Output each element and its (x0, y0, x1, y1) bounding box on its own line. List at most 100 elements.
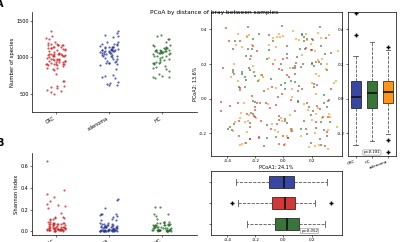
Point (229, 48, 236, 52)
Point (104, 39, 110, 43)
Point (50, 70, 56, 74)
Point (306, 95, 312, 99)
Point (331, 67, 338, 71)
Point (108, 47, 115, 51)
Point (103, 217, 109, 220)
Point (242, 144, 248, 148)
Point (56, 221, 63, 225)
Point (164, 50, 171, 53)
Point (55, 80, 62, 84)
Point (244, 119, 250, 123)
Point (60, 91, 66, 95)
Point (60, 226, 66, 229)
Point (269, 107, 276, 111)
Point (262, 95, 268, 99)
Point (60, 229, 67, 233)
Point (112, 225, 119, 229)
Point (108, 52, 114, 55)
Point (276, 140, 282, 144)
Point (162, 229, 168, 233)
Point (328, 30, 334, 34)
Point (160, 69, 166, 73)
Point (163, 229, 170, 233)
Point (154, 224, 161, 228)
Point (110, 45, 116, 49)
Point (54, 224, 61, 228)
Point (106, 227, 112, 231)
Point (314, 113, 320, 117)
Point (298, 97, 305, 101)
Point (47, 41, 53, 45)
Point (153, 65, 160, 69)
Point (56, 45, 62, 49)
Point (59, 50, 65, 54)
Point (115, 82, 121, 85)
Point (242, 148, 248, 151)
Point (149, 70, 156, 74)
Point (158, 229, 164, 233)
Point (46, 212, 53, 216)
Text: p=0.052: p=0.052 (301, 229, 318, 233)
Point (238, 29, 244, 33)
Point (56, 45, 63, 49)
Point (108, 197, 115, 201)
Point (46, 90, 52, 94)
Point (109, 42, 115, 45)
Point (58, 44, 64, 47)
Point (249, 53, 255, 57)
Point (233, 75, 239, 79)
Point (259, 34, 266, 38)
Point (44, 227, 50, 231)
Point (165, 228, 171, 232)
Point (161, 214, 167, 218)
Point (154, 64, 160, 68)
Point (60, 209, 66, 213)
Point (257, 53, 263, 57)
Point (295, 112, 301, 116)
Point (224, 88, 231, 92)
Point (102, 223, 108, 227)
Point (60, 226, 67, 230)
Point (228, 63, 234, 67)
Point (156, 229, 162, 233)
Point (111, 78, 118, 82)
Point (52, 42, 58, 46)
Point (108, 59, 114, 62)
Point (110, 214, 116, 218)
Point (287, 89, 294, 92)
Point (47, 226, 53, 229)
Point (62, 159, 68, 163)
Point (303, 119, 309, 123)
Point (244, 63, 250, 67)
Point (323, 82, 329, 85)
Point (286, 143, 292, 147)
Point (314, 97, 320, 101)
Point (152, 53, 158, 57)
Point (47, 222, 54, 226)
Point (306, 98, 312, 102)
Point (286, 35, 292, 39)
Point (48, 226, 55, 230)
Point (161, 49, 168, 53)
Point (303, 146, 309, 150)
Point (314, 41, 320, 45)
Point (56, 229, 62, 233)
Point (318, 90, 325, 94)
Point (166, 229, 172, 233)
Point (108, 82, 114, 86)
Point (155, 59, 161, 63)
Point (283, 76, 289, 79)
Point (162, 216, 168, 220)
Point (162, 41, 169, 45)
Point (59, 87, 66, 91)
Point (59, 54, 66, 58)
Point (53, 60, 59, 63)
Point (112, 47, 118, 51)
Point (155, 226, 161, 230)
Point (301, 35, 307, 39)
Point (281, 34, 287, 38)
Point (55, 229, 61, 233)
Point (150, 48, 157, 52)
Point (157, 226, 163, 230)
Point (163, 50, 170, 54)
